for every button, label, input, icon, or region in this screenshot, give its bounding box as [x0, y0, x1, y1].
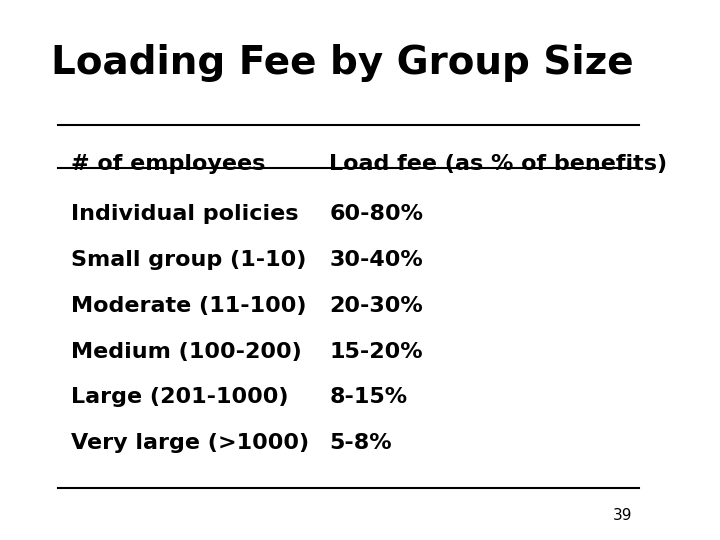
Text: Loading Fee by Group Size: Loading Fee by Group Size [51, 44, 634, 82]
Text: 15-20%: 15-20% [329, 342, 423, 362]
Text: 39: 39 [613, 508, 633, 523]
Text: Moderate (11-100): Moderate (11-100) [71, 296, 307, 316]
Text: Large (201-1000): Large (201-1000) [71, 387, 289, 407]
Text: Individual policies: Individual policies [71, 204, 298, 224]
Text: 5-8%: 5-8% [329, 433, 392, 453]
Text: 30-40%: 30-40% [329, 250, 423, 270]
Text: Load fee (as % of benefits): Load fee (as % of benefits) [329, 154, 667, 174]
Text: # of employees: # of employees [71, 154, 265, 174]
Text: Medium (100-200): Medium (100-200) [71, 342, 302, 362]
Text: 60-80%: 60-80% [329, 204, 423, 224]
Text: 20-30%: 20-30% [329, 296, 423, 316]
Text: Small group (1-10): Small group (1-10) [71, 250, 306, 270]
Text: 8-15%: 8-15% [329, 387, 408, 407]
Text: Very large (>1000): Very large (>1000) [71, 433, 309, 453]
